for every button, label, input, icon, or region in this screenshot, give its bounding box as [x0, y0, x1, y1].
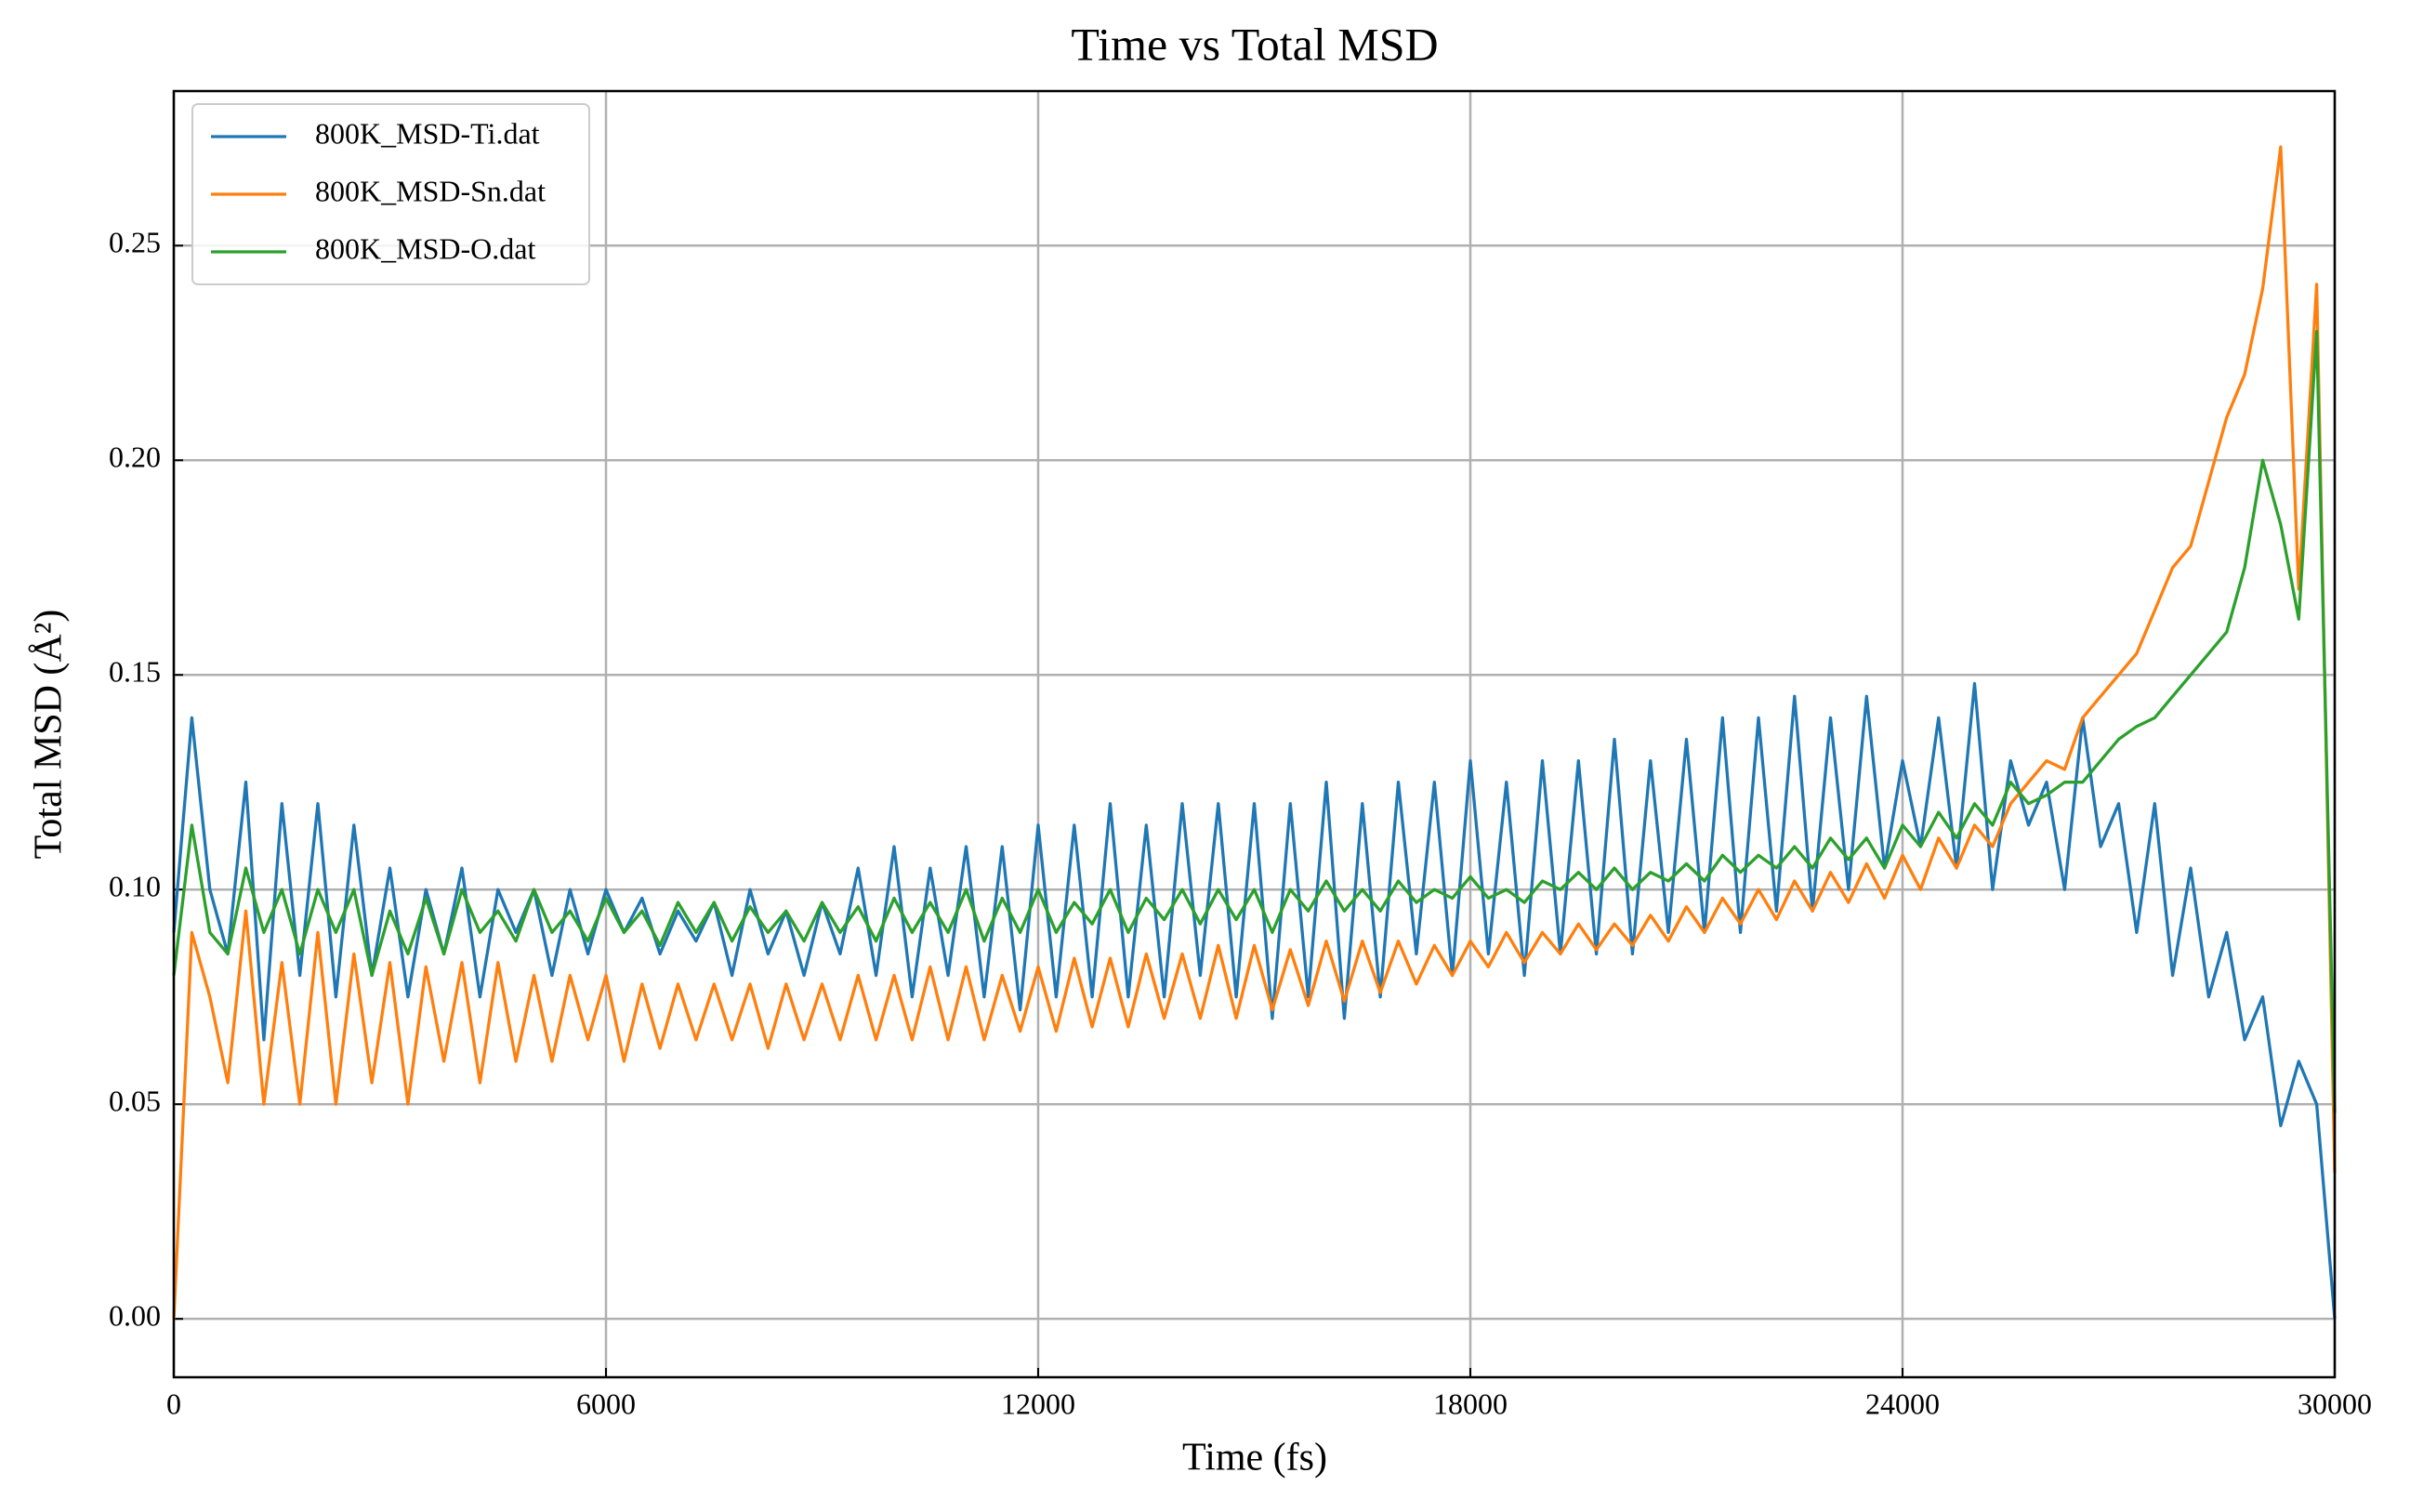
- x-tick-label: 6000: [576, 1387, 636, 1420]
- x-axis-label: Time (fs): [1182, 1437, 1327, 1479]
- x-tick-label: 18000: [1433, 1387, 1508, 1420]
- plot-frame: [172, 89, 2337, 1379]
- legend-box: [191, 103, 590, 285]
- x-tick-label: 30000: [2298, 1387, 2372, 1420]
- x-tick-label: 12000: [1001, 1387, 1075, 1420]
- series-line: [172, 330, 2337, 1113]
- y-tick-label: 0.00: [109, 1299, 161, 1333]
- legend-label: 800K_MSD-Ti.dat: [315, 116, 540, 150]
- x-tick-label: 0: [166, 1387, 181, 1420]
- chart-title: Time vs Total MSD: [1071, 18, 1438, 70]
- y-tick-label: 0.15: [109, 655, 161, 689]
- y-tick-label: 0.05: [109, 1085, 161, 1118]
- y-tick-label: 0.20: [109, 440, 161, 474]
- y-tick-label: 0.10: [109, 870, 161, 903]
- series-line: [172, 681, 2337, 1320]
- series-line: [172, 145, 2337, 1320]
- legend-label: 800K_MSD-O.dat: [315, 231, 535, 265]
- legend-label: 800K_MSD-Sn.dat: [315, 174, 546, 207]
- y-axis-label: Total MSD (Å²): [28, 610, 71, 860]
- y-tick-label: 0.25: [109, 226, 161, 259]
- x-tick-label: 24000: [1865, 1387, 1940, 1420]
